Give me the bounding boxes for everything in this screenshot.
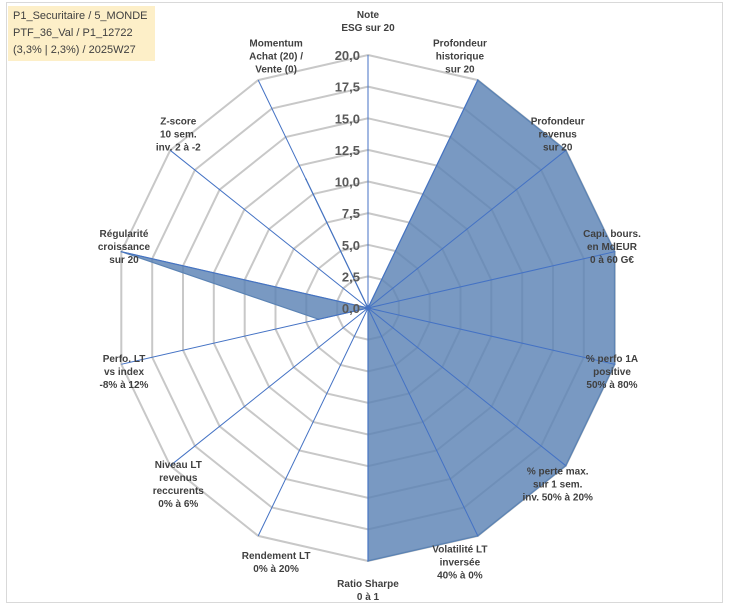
category-label-line: sur 1 sem. <box>533 480 583 491</box>
category-label-line: 40% à 0% <box>437 571 483 582</box>
category-label-line: vs index <box>104 367 144 378</box>
category-label-line: Vente (0) <box>255 64 297 75</box>
tick-label: 5,0 <box>342 238 360 253</box>
category-label-line: revenus <box>539 129 578 140</box>
axis-spoke <box>367 251 615 309</box>
category-label-line: Profondeur <box>531 116 585 127</box>
category-label: Volatilité LT inversée 40% à 0% <box>432 545 487 582</box>
category-label-line: % perfo 1A <box>586 354 638 365</box>
category-label: Perfo. LT vs index -8% à 12% <box>100 354 149 391</box>
category-label-layer: Note ESG sur 20 Profondeur historique sur 20… <box>98 10 641 603</box>
category-label: % perfo 1A positive 50% à 80% <box>586 354 638 391</box>
category-label-line: sur 20 <box>109 255 139 266</box>
category-label-line: inv. 2 à -2 <box>156 142 201 153</box>
category-label-line: Perfo. LT <box>103 354 146 365</box>
category-label-line: Note <box>357 10 380 21</box>
axis-spoke <box>169 307 369 467</box>
category-label: Rendement LT 0% à 20% <box>242 551 311 575</box>
axis-spoke <box>367 307 479 537</box>
category-label-line: Niveau LT <box>155 460 202 471</box>
category-label: Note ESG sur 20 <box>341 10 395 34</box>
category-label-line: 0% à 6% <box>158 499 198 510</box>
category-label-line: 0 à 60 G€ <box>590 255 634 266</box>
category-label: Momentum Achat (20) / Vente (0) <box>249 38 303 75</box>
category-label-line: inv. 50% à 20% <box>522 493 593 504</box>
category-label-line: reccurents <box>153 486 205 497</box>
tick-label-layer: 0,0 2,5 5,0 7,5 10,0 12,5 15,0 17,5 20,0 <box>335 48 360 316</box>
category-label: Niveau LT revenus reccurents 0% à 6% <box>153 460 205 510</box>
category-label-line: Profondeur <box>433 38 487 49</box>
tick-label: 17,5 <box>335 80 360 95</box>
category-label-line: Momentum <box>249 38 302 49</box>
category-label-line: revenus <box>159 473 198 484</box>
tick-label: 20,0 <box>335 48 360 63</box>
tick-label: 12,5 <box>335 143 360 158</box>
category-label-line: Rendement LT <box>242 551 311 562</box>
category-label-line: Volatilité LT <box>432 545 487 556</box>
info-line-2: PTF_36_Val / P1_12722 <box>13 27 133 39</box>
info-line-1: P1_Securitaire / 5_MONDE <box>13 10 148 22</box>
axis-spoke <box>121 307 369 365</box>
axis-spoke <box>121 251 369 309</box>
category-label-line: ESG sur 20 <box>341 23 395 34</box>
axis-spoke <box>367 307 567 467</box>
info-line-3: (3,3% | 2,3%) / 2025W27 <box>13 44 136 56</box>
category-label-line: sur 20 <box>445 64 475 75</box>
axis-spoke <box>257 307 369 537</box>
tick-label: 15,0 <box>335 111 360 126</box>
category-label: % perte max. sur 1 sem. inv. 50% à 20% <box>522 467 593 504</box>
category-label-line: 50% à 80% <box>586 380 637 391</box>
category-label-line: en MdEUR <box>587 242 638 253</box>
tick-label: 7,5 <box>342 206 360 221</box>
category-label-line: inversée <box>440 558 481 569</box>
category-label-line: croissance <box>98 242 151 253</box>
category-label-line: 10 sem. <box>160 129 197 140</box>
category-label-line: historique <box>436 51 485 62</box>
category-label-line: -8% à 12% <box>100 380 149 391</box>
axis-spoke <box>367 149 567 309</box>
category-label-line: Z-score <box>160 116 197 127</box>
axis-spoke <box>367 79 479 309</box>
category-label-line: Régularité <box>100 229 149 240</box>
category-label-line: 0 à 1 <box>357 592 380 603</box>
category-label-line: Achat (20) / <box>249 51 303 62</box>
portfolio-info-box: P1_Securitaire / 5_MONDE PTF_36_Val / P1… <box>8 6 155 61</box>
axis-spoke <box>257 79 369 309</box>
axis-spoke <box>169 149 369 309</box>
axis-spoke <box>367 307 615 365</box>
tick-label: 0,0 <box>342 301 360 316</box>
category-label-line: positive <box>593 367 631 378</box>
category-label-line: Capi. bours. <box>583 229 641 240</box>
category-label-line: % perte max. <box>527 467 589 478</box>
category-label-line: Ratio Sharpe <box>337 579 399 590</box>
spoke-layer <box>121 55 615 561</box>
category-label: Z-score 10 sem. inv. 2 à -2 <box>156 116 201 153</box>
category-label-line: 0% à 20% <box>253 564 299 575</box>
category-label: Profondeur revenus sur 20 <box>531 116 585 153</box>
category-label-line: sur 20 <box>543 142 573 153</box>
tick-label: 10,0 <box>335 175 360 190</box>
tick-label: 2,5 <box>342 269 360 284</box>
category-label: Ratio Sharpe 0 à 1 <box>337 579 399 603</box>
category-label: Régularité croissance sur 20 <box>98 229 151 266</box>
category-label: Capi. bours. en MdEUR 0 à 60 G€ <box>583 229 641 266</box>
category-label: Profondeur historique sur 20 <box>433 38 487 75</box>
